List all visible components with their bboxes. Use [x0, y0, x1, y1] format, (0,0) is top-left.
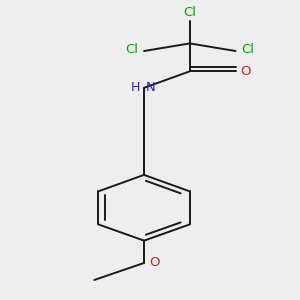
Text: Cl: Cl — [242, 43, 254, 56]
Text: O: O — [149, 256, 159, 269]
Text: Cl: Cl — [125, 43, 138, 56]
Text: H: H — [131, 81, 140, 94]
Text: O: O — [240, 65, 251, 78]
Text: Cl: Cl — [183, 5, 196, 19]
Text: N: N — [146, 81, 156, 94]
